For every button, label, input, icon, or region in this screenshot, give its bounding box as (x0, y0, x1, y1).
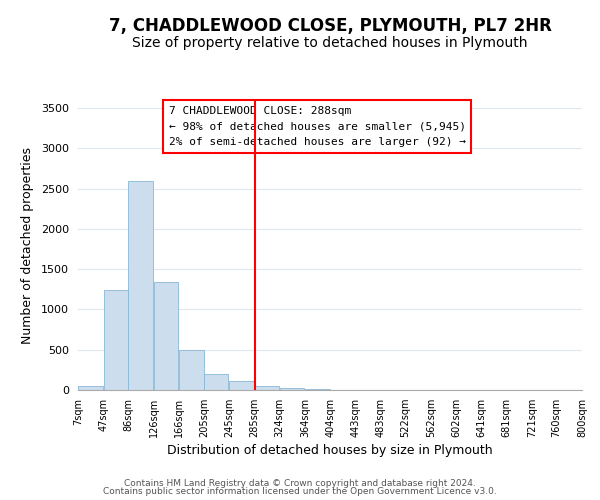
Bar (305, 389, 329, 390)
Text: 7 CHADDLEWOOD CLOSE: 288sqm
← 98% of detached houses are smaller (5,945)
2% of s: 7 CHADDLEWOOD CLOSE: 288sqm ← 98% of det… (169, 106, 466, 147)
Bar (179, 350, 203, 390)
Text: Size of property relative to detached houses in Plymouth: Size of property relative to detached ho… (132, 36, 528, 50)
Bar (78, 386, 103, 390)
Text: Contains public sector information licensed under the Open Government Licence v3: Contains public sector information licen… (103, 487, 497, 496)
Bar (255, 386, 280, 390)
Text: Contains HM Land Registry data © Crown copyright and database right 2024.: Contains HM Land Registry data © Crown c… (124, 478, 476, 488)
Bar (280, 388, 304, 390)
Bar (229, 381, 254, 390)
X-axis label: Distribution of detached houses by size in Plymouth: Distribution of detached houses by size … (167, 444, 493, 457)
Bar (104, 290, 128, 390)
Bar (154, 282, 178, 390)
Text: 7, CHADDLEWOOD CLOSE, PLYMOUTH, PL7 2HR: 7, CHADDLEWOOD CLOSE, PLYMOUTH, PL7 2HR (109, 18, 551, 36)
Bar (128, 182, 153, 390)
Bar (204, 374, 229, 390)
Y-axis label: Number of detached properties: Number of detached properties (21, 146, 34, 344)
